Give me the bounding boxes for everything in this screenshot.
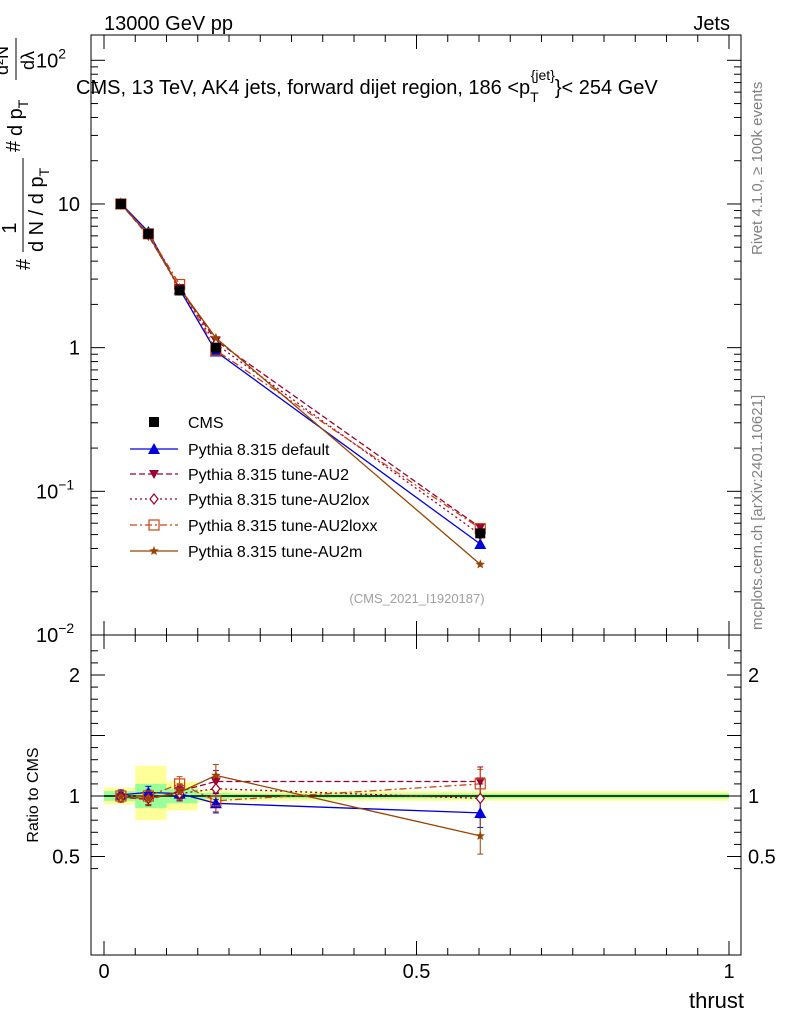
legend-label-data: CMS — [188, 415, 224, 432]
legend-label: Pythia 8.315 tune-AU2lox — [188, 492, 369, 509]
series-line-top — [120, 203, 481, 565]
y-tick-label: 1 — [69, 338, 80, 360]
ratio-y-tick-label-right: 1 — [748, 786, 759, 808]
x-axis-label: thrust — [689, 988, 744, 1013]
y-axis-label-top: # 1 d N / d pT # d pT d²N dλ — [0, 38, 52, 270]
ylabel-dlambda: dλ — [18, 51, 38, 70]
series-markers — [114, 197, 487, 840]
ratio-y-tick-label: 2 — [69, 665, 80, 687]
marker-triangle-up — [474, 806, 487, 818]
marker-triangle-down — [475, 523, 486, 533]
ylabel-dpt: d pT — [5, 99, 31, 136]
ylabel-frac-den: d N / d pT — [26, 167, 52, 252]
ylabel-hash2: # — [3, 140, 25, 152]
marker-data-square — [174, 285, 185, 296]
ratio-y-tick-label: 0.5 — [52, 847, 80, 869]
marker-diamond — [211, 782, 221, 795]
marker-star — [211, 332, 221, 342]
energy-label: 13000 GeV pp — [104, 13, 233, 35]
legend-label: Pythia 8.315 tune-AU2m — [188, 544, 362, 561]
marker-star — [116, 792, 126, 802]
legend-label: Pythia 8.315 tune-AU2loxx — [188, 518, 377, 535]
marker-data-square — [149, 417, 159, 427]
marker-triangle-up — [142, 786, 155, 798]
y-axis-label-ratio: Ratio to CMS — [25, 747, 42, 842]
y-tick-label: 102 — [36, 45, 66, 72]
marker-data-square — [115, 198, 126, 209]
x-tick-label: 0.5 — [403, 961, 431, 983]
marker-square-open — [148, 519, 160, 531]
marker-star — [174, 787, 185, 797]
marker-square-open — [210, 795, 222, 807]
ylabel-d2n: d²N — [0, 46, 12, 75]
legend-label: Pythia 8.315 tune-AU2 — [188, 467, 349, 484]
marker-star — [475, 559, 485, 569]
ratio-y-tick-label-right: 2 — [748, 665, 759, 687]
ylabel-hash: # — [13, 258, 35, 270]
mcplots-label: mcplots.cern.ch [arXiv:2401.10621] — [749, 395, 766, 630]
legend: CMS Pythia 8.315 default Pythia 8.315 tune… — [130, 415, 377, 561]
analysis-id: (CMS_2021_I1920187) — [349, 591, 484, 606]
series-line-top — [120, 203, 481, 536]
marker-diamond — [149, 493, 159, 505]
marker-diamond — [475, 792, 486, 805]
marker-star — [143, 793, 154, 803]
x-tick-label: 0 — [98, 961, 109, 983]
ratio-y-tick-label-right: 0.5 — [748, 847, 776, 869]
marker-triangle-down — [149, 470, 159, 479]
marker-star — [475, 830, 485, 840]
ylabel-frac-num: 1 — [0, 222, 21, 233]
marker-square-open — [142, 790, 154, 802]
axes: 0 0.5 1 10−2 10−1 1 10 102 0.5 0.5 1 1 2 2 — [36, 35, 776, 983]
marker-square-open — [474, 778, 486, 790]
marker-star — [211, 770, 221, 780]
marker-triangle-up — [474, 537, 487, 549]
y-tick-label: 10 — [58, 194, 80, 216]
legend-label: Pythia 8.315 default — [188, 442, 330, 459]
category-label: Jets — [693, 13, 730, 35]
y-tick-label: 10−2 — [36, 620, 74, 647]
marker-triangle-up — [148, 443, 160, 454]
marker-triangle-down — [475, 777, 486, 787]
marker-data-square — [143, 228, 154, 239]
rivet-label: Rivet 4.1.0, ≥ 100k events — [749, 82, 766, 255]
marker-data-square — [210, 342, 221, 353]
chart-title: CMS, 13 TeV, AK4 jets, forward dijet reg… — [76, 67, 658, 105]
marker-data-square — [475, 528, 486, 539]
y-tick-label: 10−1 — [36, 476, 74, 503]
marker-triangle-down — [210, 777, 221, 787]
marker-square-open — [115, 790, 127, 802]
ratio-y-tick-label: 1 — [69, 786, 80, 808]
marker-star — [149, 546, 159, 555]
x-tick-label: 1 — [723, 961, 734, 983]
